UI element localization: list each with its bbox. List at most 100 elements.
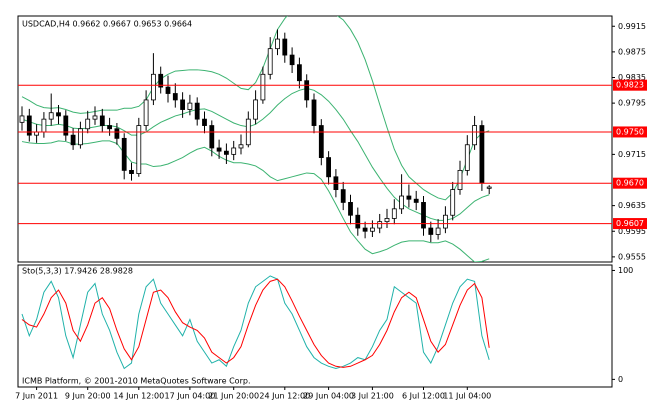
stochastic-line [21, 275, 490, 370]
candle-body [231, 147, 237, 155]
candle-body [289, 54, 295, 66]
candle-body [70, 134, 76, 146]
candle-body [194, 102, 200, 120]
candle-body [296, 64, 302, 82]
candle-body [41, 118, 47, 133]
candle-body [107, 125, 112, 130]
x-tick-label: 3 Jul 21:00 [351, 392, 394, 401]
candle-body [253, 99, 259, 120]
candle-body [114, 128, 120, 139]
y-tick-label: 0.9555 [618, 252, 646, 261]
candle-body [209, 125, 215, 149]
candle-body [129, 169, 134, 174]
x-tick-label: 21 Jun 20:00 [208, 392, 259, 401]
candle-body [238, 144, 244, 149]
x-tick-label: 6 Jul 12:00 [402, 392, 445, 401]
candle-body [348, 202, 353, 216]
candle-body [78, 128, 83, 146]
x-tick-label: 24 Jun 12:00 [259, 392, 310, 401]
candle-body [267, 48, 273, 75]
level-label: 0.9750 [616, 127, 644, 136]
candle-body [362, 227, 368, 232]
y-tick-label: 0 [618, 375, 623, 384]
candle-body [355, 214, 361, 229]
candle-body [165, 86, 171, 94]
y-tick-label: 100 [618, 266, 633, 275]
level-label-box [613, 177, 647, 189]
candle-body [260, 73, 266, 101]
candle-body [428, 227, 434, 235]
candle-body [19, 115, 25, 123]
candle-body [216, 147, 222, 152]
candle-body [486, 186, 492, 189]
y-tick-label: 0.9875 [618, 47, 646, 56]
candle-body [340, 189, 346, 203]
copyright: ICMB Platform, © 2001-2010 MetaQuotes So… [22, 377, 251, 386]
bollinger-band [21, 140, 490, 262]
x-tick-label: 7 Jun 2011 [15, 392, 58, 401]
candle-body [158, 73, 164, 88]
indicator-title: Sto(5,3,3) 17.9426 28.9828 [22, 267, 133, 276]
candle-body [384, 218, 390, 223]
candle-body [56, 112, 61, 117]
candle-body [92, 115, 98, 120]
candle-body [399, 195, 405, 210]
candle-body [369, 227, 375, 232]
level-label-box [613, 79, 647, 91]
y-tick-label: 0.9595 [618, 227, 646, 236]
candle-body [121, 137, 127, 171]
candle-body [435, 227, 441, 235]
y-tick-label: 0.9715 [618, 150, 646, 159]
candle-body [136, 125, 142, 174]
level-label-box [613, 218, 647, 230]
level-label: 0.9670 [616, 179, 644, 188]
candle-body [282, 38, 288, 56]
candle-body [377, 221, 383, 229]
candle-body [391, 208, 397, 219]
y-tick-label: 0.9795 [618, 99, 646, 108]
stochastic-line [21, 278, 490, 368]
x-tick-label: 29 Jun 04:00 [303, 392, 354, 401]
y-tick-label: 0.9915 [618, 22, 646, 31]
level-label-box [613, 126, 647, 138]
candle-body [26, 115, 32, 136]
x-tick-label: 17 Jun 04:00 [164, 392, 215, 401]
candle-body [304, 80, 310, 101]
candle-body [172, 93, 178, 101]
candle-body [464, 144, 470, 171]
candle-body [99, 115, 105, 126]
indicator-panel [17, 264, 613, 388]
candle-body [85, 118, 91, 130]
candle-body [318, 125, 324, 158]
y-tick-label: 0.9835 [618, 73, 646, 82]
x-tick-label: 14 Jun 12:00 [113, 392, 164, 401]
x-tick-label: 11 Jul 04:00 [443, 392, 491, 401]
y-tick-label: 0.9635 [618, 201, 646, 210]
candle-body [311, 99, 317, 126]
candle-body [450, 189, 456, 216]
candle-body [406, 195, 412, 200]
candle-body [48, 112, 54, 120]
candle-body [63, 115, 69, 136]
candle-body [442, 214, 448, 229]
candle-body [202, 118, 207, 126]
main-panel [17, 15, 613, 263]
bollinger-band [21, 16, 490, 201]
bollinger-band [21, 87, 490, 221]
candle-body [223, 150, 229, 155]
candle-body [150, 73, 156, 101]
candle-body [457, 169, 463, 191]
candle-body [472, 125, 478, 146]
chart-title: USDCAD,H4 0.9662 0.9667 0.9653 0.9664 [22, 20, 192, 29]
candle-body [479, 125, 485, 184]
candle-body [275, 38, 280, 50]
candle-body [421, 202, 426, 229]
level-label: 0.9607 [616, 219, 644, 228]
level-label: 0.9823 [616, 81, 644, 90]
candle-body [187, 102, 193, 110]
x-tick-label: 9 Jun 20:00 [65, 392, 111, 401]
candle-body [413, 198, 419, 203]
candle-body [143, 99, 149, 126]
